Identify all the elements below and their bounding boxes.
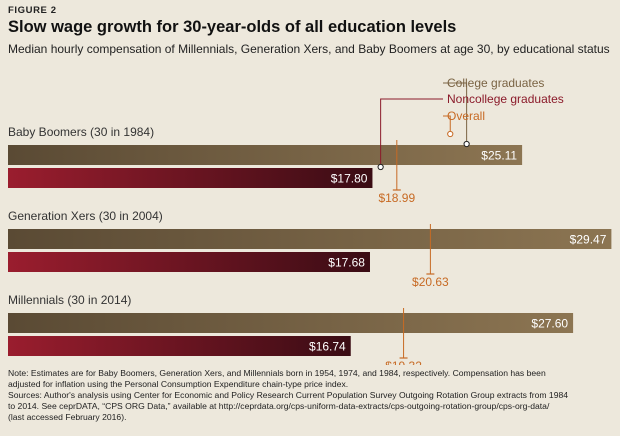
figure-label: FIGURE 2 <box>8 5 57 16</box>
chart-title: Slow wage growth for 30-year-olds of all… <box>8 18 457 36</box>
data-label-college: $25.11 <box>481 149 517 163</box>
data-label-noncollege: $16.74 <box>309 340 346 354</box>
data-label-noncollege: $17.80 <box>331 172 368 186</box>
legend-leader-line <box>443 82 468 144</box>
note-line: Note: Estimates are for Baby Boomers, Ge… <box>8 368 546 378</box>
bar-college-graduates <box>8 229 612 249</box>
legend-marker-dot <box>463 140 470 148</box>
source-line: to 2014. See ceprDATA, “CPS ORG Data,” a… <box>8 400 550 411</box>
bar-college-graduates <box>8 145 523 165</box>
legend-marker-dot <box>447 130 454 138</box>
chart-subtitle: Median hourly compensation of Millennial… <box>8 42 610 56</box>
bar-noncollege-graduates <box>8 252 370 272</box>
legend-entry-college: College graduates <box>447 76 544 90</box>
legend-leader-line <box>443 115 451 134</box>
group-label: Millennials (30 in 2014) <box>8 293 131 307</box>
data-label-noncollege: $17.68 <box>328 256 365 270</box>
bar-noncollege-graduates <box>8 168 373 188</box>
note-line: adjusted for inflation using the Persona… <box>8 378 349 389</box>
group-label: Baby Boomers (30 in 1984) <box>8 125 154 139</box>
data-label-college: $29.47 <box>570 233 607 247</box>
legend-entry-noncollege: Noncollege graduates <box>447 92 564 106</box>
bar-college-graduates <box>8 313 574 333</box>
source-line: (last accessed February 2016). <box>8 411 127 422</box>
bar-noncollege-graduates <box>8 336 351 356</box>
source-line: Sources: Author's analysis using Center … <box>8 389 569 400</box>
chart-notes: Note: Estimates are for Baby Boomers, Ge… <box>8 368 614 423</box>
group-label: Generation Xers (30 in 2004) <box>8 209 163 223</box>
data-label-overall: $18.99 <box>378 191 415 205</box>
data-label-college: $27.60 <box>531 317 568 331</box>
bar-chart: Baby Boomers (30 in 1984) $25.11 $17.80 $18… <box>8 76 612 365</box>
legend-leader-line <box>380 98 443 167</box>
legend-marker-dot <box>377 163 384 171</box>
legend-entry-overall: Overall <box>447 109 485 123</box>
data-label-overall: $20.63 <box>412 275 449 289</box>
data-label-overall: $19.32 <box>385 359 422 365</box>
